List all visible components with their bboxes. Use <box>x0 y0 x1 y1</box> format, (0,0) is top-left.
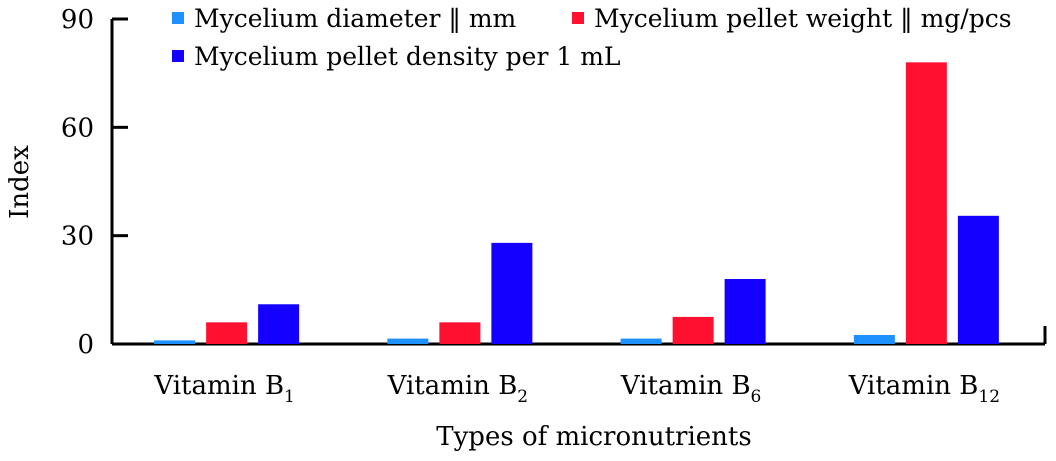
bar <box>154 340 196 344</box>
bar <box>724 279 766 344</box>
y-axis-label: Index <box>5 145 35 219</box>
legend-label: Mycelium pellet weight ‖ mg/pcs <box>594 4 1012 34</box>
y-tick-label: 60 <box>61 113 94 143</box>
x-tick-label: Vitamin B12 <box>848 371 1000 407</box>
bar <box>672 316 714 344</box>
x-tick-label: Vitamin B1 <box>153 371 295 407</box>
bar <box>258 304 300 344</box>
bar <box>853 334 895 344</box>
bar <box>439 322 481 344</box>
bar <box>206 322 248 344</box>
x-tick-label: Vitamin B2 <box>387 371 529 407</box>
bar <box>387 338 429 344</box>
category-labels: Vitamin B1 Vitamin B2 Vitamin B6 Vitamin B1… <box>153 371 1000 407</box>
y-tick-label: 0 <box>77 330 94 360</box>
legend-swatch <box>172 50 184 62</box>
bar <box>491 242 533 344</box>
bars <box>154 62 999 344</box>
y-tick-label: 30 <box>61 222 94 252</box>
legend-label: Mycelium diameter ‖ mm <box>194 4 517 34</box>
legend-swatch <box>572 12 584 24</box>
y-ticks: 0 30 60 90 <box>61 5 128 360</box>
legend-label: Mycelium pellet density per 1 mL <box>194 42 621 71</box>
legend: Mycelium diameter ‖ mm Mycelium pellet we… <box>172 4 1012 71</box>
x-tick-label: Vitamin B6 <box>620 371 762 407</box>
x-axis-label: Types of micronutrients <box>436 422 751 452</box>
bar <box>620 338 662 344</box>
legend-swatch <box>172 12 184 24</box>
y-tick-label: 90 <box>61 5 94 35</box>
bar <box>957 215 999 344</box>
bar <box>905 62 947 344</box>
